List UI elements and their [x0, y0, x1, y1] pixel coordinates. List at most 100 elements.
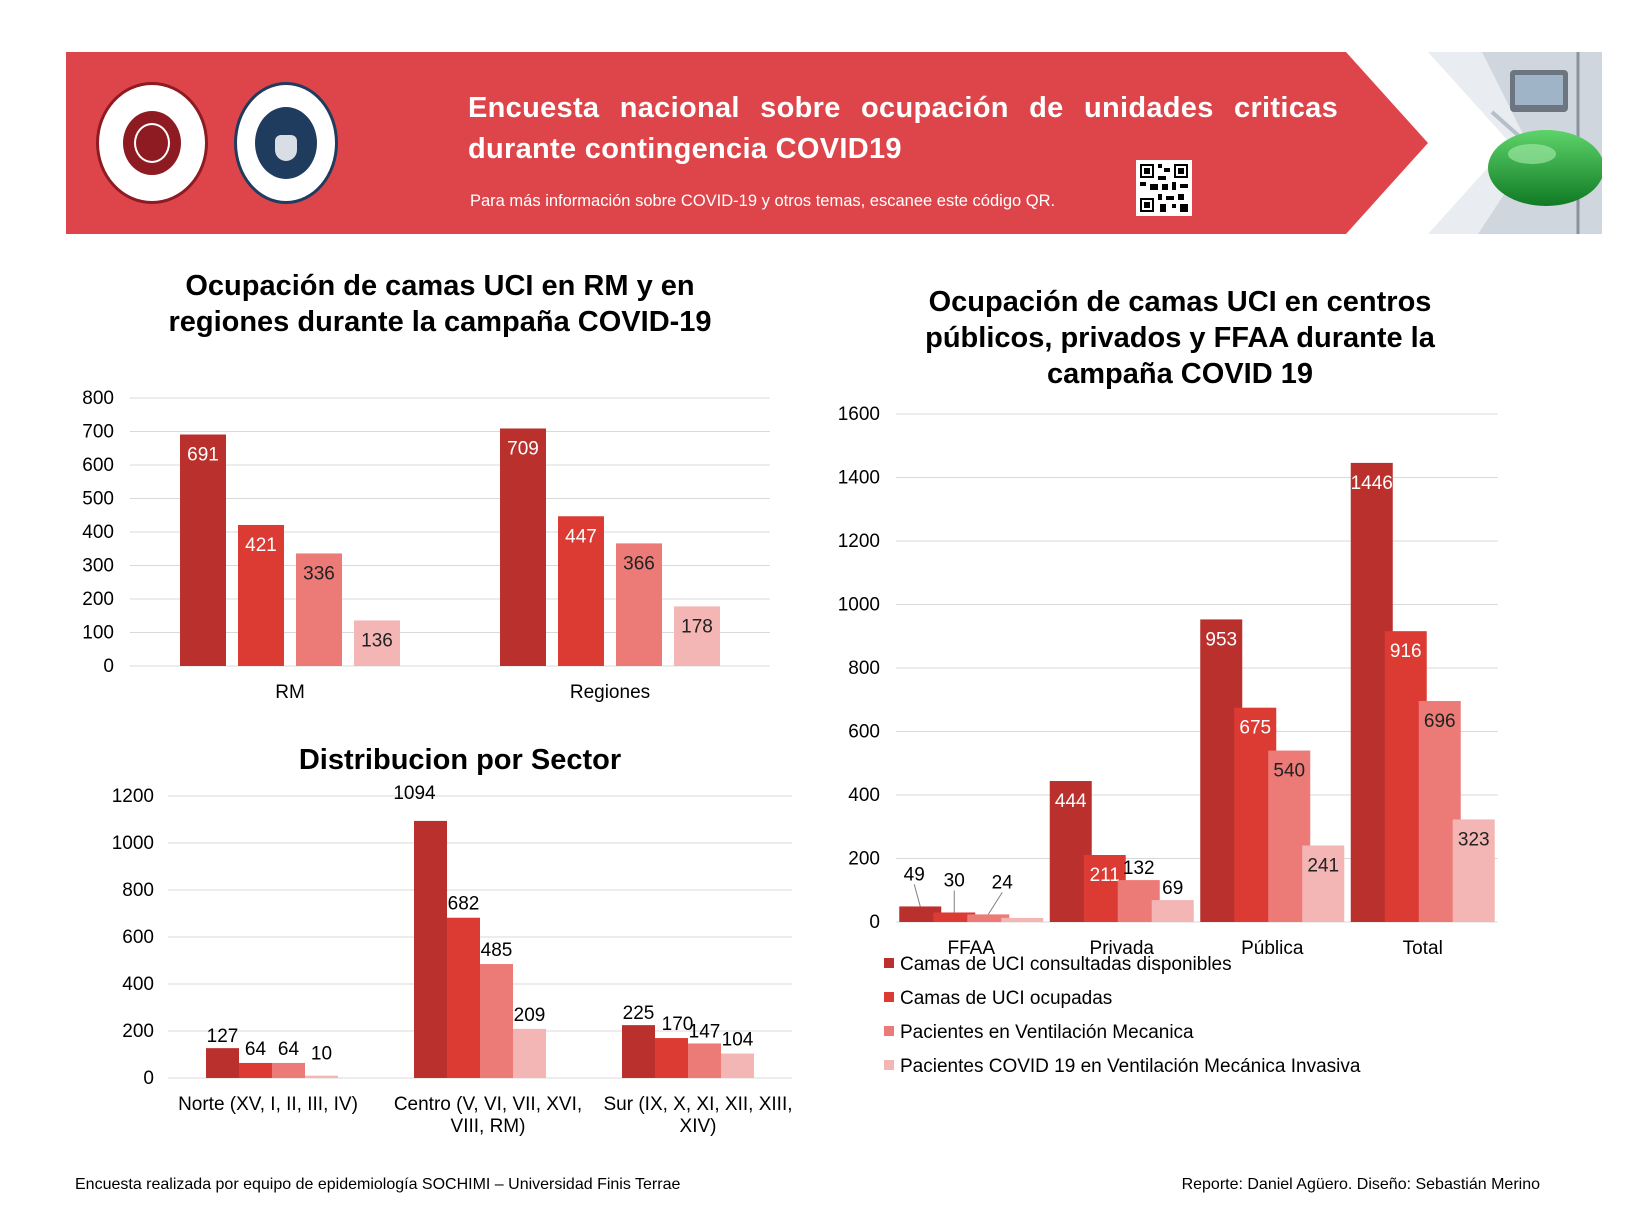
data-label: 336 [303, 563, 335, 584]
ventilator-photo-icon [1428, 52, 1602, 234]
x-category-label: Regiones [570, 682, 650, 703]
y-tick-label: 800 [82, 388, 114, 409]
x-category-label: Sur (IX, X, XI, XII, XIII, [604, 1094, 793, 1115]
bar [899, 906, 942, 922]
y-tick-label: 0 [143, 1068, 154, 1089]
y-tick-label: 200 [848, 849, 880, 870]
data-label: 136 [361, 630, 393, 651]
data-label: 24 [992, 872, 1014, 893]
x-category-label: FFAA [947, 938, 995, 959]
legend-swatch [884, 1026, 894, 1036]
label-leader-line [987, 892, 1003, 915]
bar [655, 1038, 688, 1078]
bar [721, 1053, 754, 1078]
banner-background [66, 52, 1428, 234]
y-tick-label: 1000 [838, 595, 880, 616]
bar [296, 553, 342, 666]
bar [206, 1048, 239, 1078]
data-label: 1446 [1351, 473, 1393, 494]
data-label: 709 [507, 438, 539, 459]
data-label: 447 [565, 526, 597, 547]
data-label: 953 [1205, 629, 1237, 650]
data-label: 421 [245, 535, 277, 556]
y-tick-label: 600 [122, 927, 154, 948]
data-label: 366 [623, 553, 655, 574]
sochimi-logo-icon [96, 82, 208, 204]
bar [674, 606, 720, 666]
legend-label: Pacientes COVID 19 en Ventilación Mecáni… [900, 1056, 1361, 1077]
legend-swatch [884, 1060, 894, 1070]
x-category-label: Centro (V, VI, VII, XVI, [394, 1094, 582, 1115]
chart2-distribucion-sector: 0 200 400 600 800 1000 1200 Norte (XV, I, II, I… [112, 783, 793, 1137]
data-label: 540 [1273, 761, 1305, 782]
bar [933, 912, 976, 922]
chart3-legend: Camas de UCI consultadas disponibles Cama… [884, 954, 1361, 1077]
banner-title: Encuesta nacional sobre ocupación de uni… [468, 92, 1338, 165]
y-tick-label: 700 [82, 422, 114, 443]
bar [967, 914, 1010, 922]
bar [622, 1025, 655, 1078]
bar [238, 524, 284, 666]
data-label: 104 [722, 1030, 754, 1051]
x-category-label: Total [1403, 938, 1443, 959]
data-label: 127 [207, 1026, 239, 1047]
y-tick-label: 800 [848, 658, 880, 679]
legend-label: Camas de UCI consultadas disponibles [900, 954, 1232, 975]
legend-label: Pacientes en Ventilación Mecanica [900, 1022, 1194, 1043]
x-category-label: XIV) [680, 1116, 717, 1137]
bar [1302, 845, 1345, 922]
y-tick-label: 200 [82, 589, 114, 610]
data-label: 691 [187, 445, 219, 466]
x-category-label: RM [275, 682, 305, 703]
bar [1452, 819, 1495, 922]
data-label: 10 [311, 1044, 332, 1065]
chart3-title: Ocupación de camas UCI en centros públic… [925, 286, 1435, 390]
bar [305, 1075, 338, 1078]
data-label: 147 [689, 1021, 721, 1042]
y-tick-label: 500 [82, 489, 114, 510]
bar [354, 620, 400, 666]
bar [180, 434, 226, 666]
y-tick-label: 1200 [838, 531, 880, 552]
bar [239, 1062, 272, 1078]
bar [513, 1028, 546, 1078]
y-tick-label: 1600 [838, 404, 880, 425]
footer-credit-right: Reporte: Daniel Agüero. Diseño: Sebastiá… [1181, 1176, 1540, 1193]
data-label: 225 [623, 1003, 655, 1024]
data-label: 178 [681, 616, 713, 637]
bar [447, 917, 480, 1078]
legend-swatch [884, 992, 894, 1002]
y-tick-label: 1200 [112, 786, 154, 807]
data-label: 132 [1123, 858, 1155, 879]
data-label: 1094 [393, 783, 436, 804]
data-label: 485 [481, 940, 513, 961]
y-tick-label: 600 [848, 722, 880, 743]
bar [272, 1062, 305, 1078]
bar [1001, 917, 1044, 922]
data-label: 682 [448, 894, 480, 915]
y-tick-label: 800 [122, 880, 154, 901]
y-tick-label: 1400 [838, 468, 880, 489]
x-category-label: Privada [1090, 938, 1155, 959]
header-banner: Encuesta nacional sobre ocupación de uni… [66, 52, 1602, 234]
bar [414, 820, 447, 1078]
bar [480, 964, 513, 1078]
data-label: 323 [1458, 829, 1490, 850]
data-label: 675 [1239, 718, 1271, 739]
y-tick-label: 200 [122, 1021, 154, 1042]
chart1-rm-regiones: 0 100 200 300 400 500 600 700 800 RM 691 421 336 136 R… [82, 388, 770, 703]
chart3-centros: 02004006008001000120014001600FFAA4930241… [838, 404, 1498, 1077]
data-label: 64 [278, 1039, 300, 1060]
x-category-label: Pública [1241, 938, 1304, 959]
data-label: 916 [1390, 641, 1422, 662]
data-label: 241 [1307, 855, 1339, 876]
legend-swatch [884, 958, 894, 968]
footer-credit-left: Encuesta realizada por equipo de epidemi… [75, 1176, 681, 1193]
qr-code-icon[interactable] [1136, 160, 1192, 216]
chart2-title: Distribucion por Sector [298, 744, 622, 776]
banner-arrow-shape [66, 52, 1428, 234]
bar [688, 1043, 721, 1078]
legend-label: Camas de UCI ocupadas [900, 988, 1112, 1009]
bar [500, 428, 546, 666]
y-tick-label: 1000 [112, 833, 154, 854]
